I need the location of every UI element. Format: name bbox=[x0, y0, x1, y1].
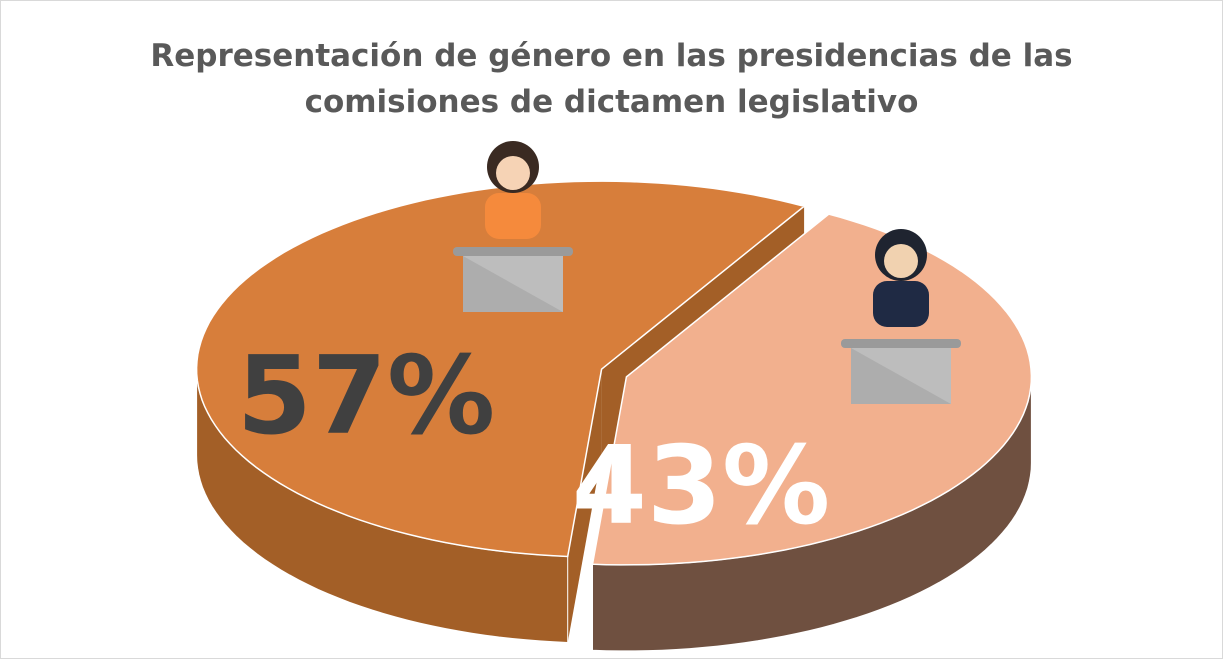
value-label: 57% bbox=[237, 334, 496, 459]
person-face bbox=[496, 156, 530, 190]
chart-title: Representación de género en las presiden… bbox=[150, 38, 1073, 120]
value-label: 43% bbox=[572, 424, 831, 549]
person-face bbox=[884, 244, 918, 278]
slice-cut-face bbox=[567, 369, 602, 643]
podium-top bbox=[453, 247, 573, 256]
person-body bbox=[873, 281, 929, 327]
podium-shade bbox=[463, 256, 563, 312]
pie-slice bbox=[195, 180, 806, 558]
podium-top bbox=[841, 339, 961, 348]
podium-shade bbox=[851, 348, 951, 404]
person-body bbox=[485, 193, 541, 239]
